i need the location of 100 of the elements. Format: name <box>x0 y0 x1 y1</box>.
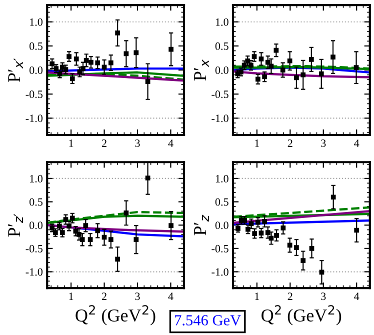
point <box>124 210 129 216</box>
x-tick-label: 1 <box>69 140 74 147</box>
point <box>134 237 139 242</box>
point <box>268 64 274 69</box>
point <box>262 74 267 80</box>
point <box>258 230 264 236</box>
point <box>70 216 75 221</box>
point <box>245 58 250 64</box>
y-tick-label: -1.0 <box>212 268 228 276</box>
point <box>252 54 257 59</box>
x-axis-title: Q$^{2}$ (GeV$^{2}$) <box>76 305 156 326</box>
point <box>268 236 274 241</box>
point <box>265 230 270 236</box>
x-tick-label: 4 <box>168 292 174 300</box>
point <box>319 270 324 275</box>
point <box>80 66 86 71</box>
y-tick-label: 1.0 <box>30 18 43 26</box>
point <box>280 225 286 230</box>
y-axis-title: P′$_{x′}$ <box>8 58 24 82</box>
x-tick-label: 4 <box>354 140 360 147</box>
point <box>70 76 75 82</box>
point <box>74 56 79 62</box>
point <box>66 54 72 59</box>
point <box>115 30 120 36</box>
y-tick-label: 0.5 <box>29 42 43 50</box>
point <box>145 176 150 180</box>
x-tick-label: 3 <box>135 140 140 147</box>
point <box>84 58 89 63</box>
point <box>294 75 299 80</box>
y-tick-label: 0.0 <box>29 222 43 230</box>
point <box>274 48 279 53</box>
y-tick-label: 1.0 <box>30 174 43 182</box>
x-tick-label: 1 <box>255 140 260 147</box>
y-axis-title: P′$_{z}$ <box>194 214 209 236</box>
x-tick-label: 2 <box>288 140 292 147</box>
y-tick-label: -0.5 <box>26 244 43 252</box>
point <box>262 218 267 224</box>
point <box>80 237 85 242</box>
point <box>95 228 100 234</box>
point <box>88 237 93 242</box>
point <box>95 60 100 66</box>
y-tick-label: 0.5 <box>29 198 43 206</box>
y-tick-label: -0.5 <box>212 90 228 98</box>
point <box>102 234 107 240</box>
point <box>330 194 336 200</box>
point <box>248 62 254 68</box>
y-tick-label: -0.5 <box>26 90 43 98</box>
x-tick-label: 2 <box>288 292 292 300</box>
y-tick-label: 0.0 <box>29 66 43 74</box>
y-tick-label: 1.0 <box>216 174 228 182</box>
point <box>108 237 114 242</box>
y-tick-label: -1.0 <box>212 114 228 122</box>
point <box>102 64 107 70</box>
x-axis-title: Q$^{2}$ (GeV$^{2}$) <box>262 305 342 326</box>
x-tick-label: 4 <box>168 140 174 147</box>
y-tick-label: -1.0 <box>26 268 43 276</box>
point <box>252 231 258 236</box>
y-tick-label: 0.0 <box>215 66 228 74</box>
line-series <box>47 224 184 233</box>
point <box>168 223 174 228</box>
point <box>330 54 336 60</box>
point <box>124 51 129 56</box>
point <box>168 46 174 52</box>
point <box>354 65 359 70</box>
point <box>287 58 292 64</box>
y-tick-label: -0.5 <box>212 244 228 252</box>
point <box>280 68 286 72</box>
point <box>76 232 82 237</box>
point <box>255 76 260 82</box>
x-tick-label: 2 <box>102 140 106 147</box>
x-tick-label: 1 <box>69 292 74 300</box>
point <box>294 245 299 250</box>
point <box>318 71 324 76</box>
point <box>134 50 139 56</box>
y-tick-label: 1.0 <box>216 18 228 26</box>
point <box>77 70 82 74</box>
y-axis-title: P′$_{x}$ <box>194 59 209 81</box>
y-tick-label: -1.0 <box>26 114 43 122</box>
point <box>300 258 306 264</box>
point <box>300 72 306 78</box>
text: 7.546 GeV <box>175 315 241 326</box>
point <box>308 56 314 62</box>
point <box>274 232 279 238</box>
y-tick-label: 0.0 <box>215 222 228 230</box>
point <box>66 224 72 228</box>
point <box>287 242 292 248</box>
point <box>83 223 88 228</box>
point <box>265 60 270 65</box>
point <box>354 228 360 233</box>
x-tick-label: 2 <box>102 292 106 300</box>
point <box>50 61 55 66</box>
y-axis-title: P′$_{z′}$ <box>8 214 24 237</box>
x-tick-label: 3 <box>321 140 326 147</box>
y-tick-label: 0.5 <box>215 198 228 206</box>
x-tick-label: 3 <box>135 292 140 300</box>
x-tick-label: 4 <box>354 292 360 300</box>
point <box>63 217 68 222</box>
y-tick-label: 0.5 <box>215 42 228 50</box>
point <box>145 79 150 84</box>
point <box>309 246 314 251</box>
